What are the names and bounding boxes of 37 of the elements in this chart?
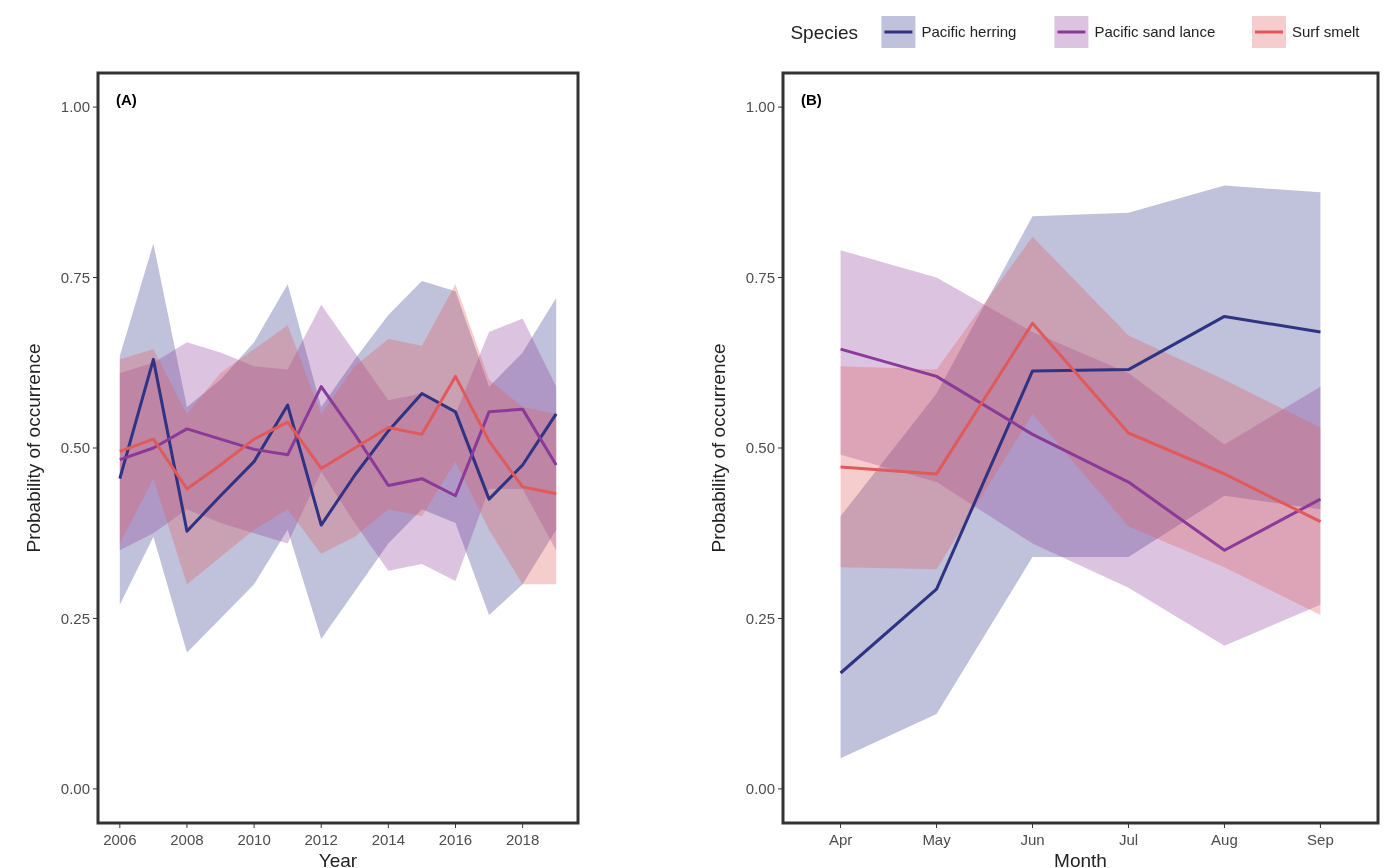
line-series [839, 321, 1322, 524]
legend-title: Species [790, 21, 859, 43]
x-axis-title: Year [318, 850, 358, 868]
y-tick-label: 0.00 [745, 780, 775, 798]
x-axis-title: Month [1054, 850, 1107, 868]
x-tick-label: Aug [1211, 831, 1238, 848]
x-tick-label: May [922, 831, 952, 848]
line-series [118, 357, 558, 533]
x-tick-label: 2014 [371, 831, 406, 848]
y-tick-label: 1.00 [745, 98, 775, 116]
y-tick-label: 0.25 [745, 609, 775, 627]
line-series [839, 314, 1322, 675]
y-tick-label: 0.50 [60, 439, 90, 457]
x-tick-label: Apr [828, 831, 853, 848]
line-series [839, 347, 1322, 552]
x-tick-label: Jun [1020, 831, 1045, 848]
x-tick-label: 2012 [304, 831, 338, 848]
legend-label: Pacific herring [921, 23, 1017, 41]
y-axis-title: Probability of occurrence [708, 343, 729, 553]
text: (A) [116, 91, 137, 108]
legend-label: Surf smelt [1292, 23, 1361, 41]
x-tick-label: 2016 [438, 831, 473, 848]
x-tick-label: 2018 [505, 831, 540, 848]
y-tick-label: 0.75 [60, 268, 90, 286]
y-tick-label: 1.00 [60, 98, 90, 116]
x-tick-label: Jul [1118, 831, 1139, 848]
x-tick-label: 2008 [170, 831, 204, 848]
y-tick-label: 0.75 [745, 268, 775, 286]
x-tick-label: 2006 [103, 831, 137, 848]
y-tick-label: 0.25 [60, 609, 90, 627]
text: (B) [801, 91, 822, 108]
y-tick-label: 0.00 [60, 780, 90, 798]
x-tick-label: Sep [1307, 831, 1334, 848]
y-tick-label: 0.50 [745, 439, 775, 457]
y-axis-title: Probability of occurrence [23, 343, 44, 553]
legend-label: Pacific sand lance [1094, 23, 1216, 41]
x-tick-label: 2010 [237, 831, 271, 848]
